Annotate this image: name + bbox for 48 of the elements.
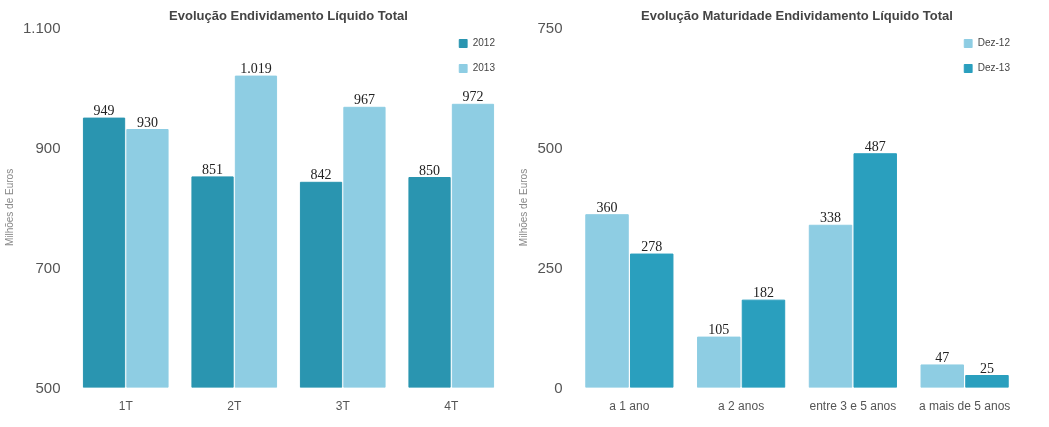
chart-title: Evolução Maturidade Endividamento Líquido Total (641, 7, 953, 23)
bar (741, 299, 786, 388)
legend-label: 2012 (472, 37, 495, 48)
data-label: 972 (462, 89, 484, 105)
y-tick-label: 0 (554, 378, 563, 396)
data-label: 1.019 (240, 61, 272, 77)
x-tick-label: 2T (227, 398, 242, 413)
chart-title: Evolução Endividamento Líquido Total (169, 7, 408, 23)
y-tick-label: 900 (35, 138, 61, 156)
y-axis-title: Milhões de Euros (3, 168, 15, 247)
data-label: 105 (708, 322, 730, 338)
x-tick-label: a 1 ano (609, 398, 650, 413)
data-label: 360 (596, 199, 618, 215)
y-tick-label: 500 (35, 378, 61, 396)
legend-label: 2013 (472, 62, 495, 73)
bar (853, 153, 897, 388)
y-tick-label: 250 (537, 258, 563, 276)
bar (585, 214, 629, 388)
x-tick-label: 3T (335, 398, 351, 413)
legend-label: Dez-13 (977, 62, 1010, 73)
data-label: 487 (864, 138, 886, 154)
data-label: 47 (935, 349, 950, 365)
x-tick-label: 4T (444, 398, 459, 413)
bar (697, 336, 741, 388)
data-label: 850 (419, 162, 441, 178)
x-tick-label: a mais de 5 anos (918, 398, 1011, 413)
x-tick-label: a 2 anos (718, 398, 765, 413)
data-label: 182 (752, 285, 774, 301)
y-axis-title: Milhões de Euros (518, 168, 530, 247)
x-tick-label: 1T (118, 398, 134, 413)
bar (808, 224, 853, 388)
bar (965, 375, 1009, 388)
y-tick-label: 1.100 (22, 18, 61, 36)
y-tick-label: 700 (35, 258, 61, 276)
bar (920, 364, 965, 388)
bar (629, 253, 674, 388)
data-label: 278 (641, 239, 663, 255)
y-tick-label: 750 (537, 18, 563, 36)
y-tick-label: 500 (537, 138, 563, 156)
legend-label: Dez-12 (977, 37, 1010, 48)
data-label: 338 (820, 210, 842, 226)
data-label: 851 (202, 161, 224, 177)
data-label: 930 (136, 114, 158, 130)
x-tick-label: entre 3 e 5 anos (809, 398, 897, 413)
data-label: 949 (93, 103, 115, 119)
data-label: 25 (979, 360, 994, 376)
data-label: 842 (310, 167, 332, 183)
data-label: 967 (353, 92, 375, 108)
